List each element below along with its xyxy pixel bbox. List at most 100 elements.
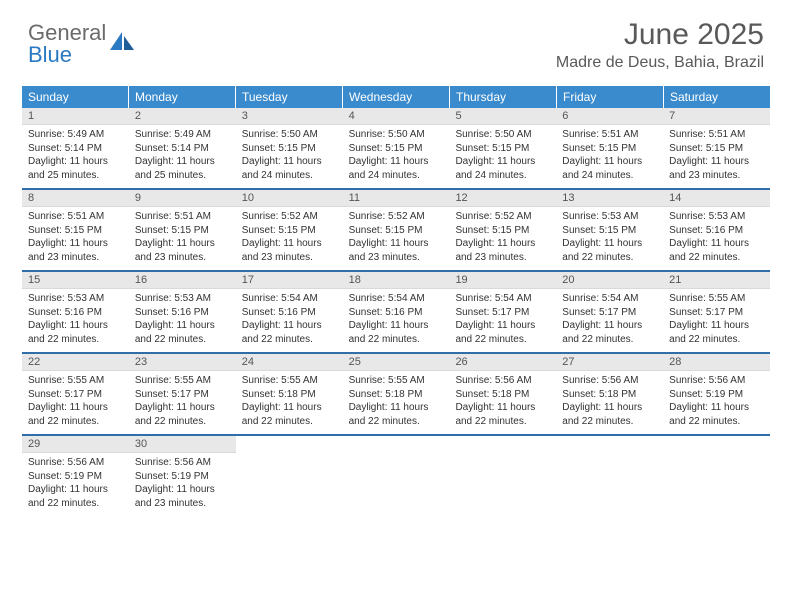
sunrise-line: Sunrise: 5:53 AM (669, 210, 764, 224)
daylight-line: Daylight: 11 hours and 23 minutes. (135, 483, 230, 510)
calendar-cell: 24Sunrise: 5:55 AMSunset: 5:18 PMDayligh… (236, 354, 343, 434)
sunset-line: Sunset: 5:16 PM (28, 306, 123, 320)
day-details: Sunrise: 5:50 AMSunset: 5:15 PMDaylight:… (449, 125, 556, 182)
day-number: 19 (449, 272, 556, 289)
sunrise-line: Sunrise: 5:56 AM (28, 456, 123, 470)
sunrise-line: Sunrise: 5:49 AM (28, 128, 123, 142)
sunrise-line: Sunrise: 5:49 AM (135, 128, 230, 142)
day-details: Sunrise: 5:51 AMSunset: 5:15 PMDaylight:… (663, 125, 770, 182)
calendar-week: 22Sunrise: 5:55 AMSunset: 5:17 PMDayligh… (22, 354, 770, 436)
calendar-cell: 9Sunrise: 5:51 AMSunset: 5:15 PMDaylight… (129, 190, 236, 270)
calendar-cell: 22Sunrise: 5:55 AMSunset: 5:17 PMDayligh… (22, 354, 129, 434)
daylight-line: Daylight: 11 hours and 23 minutes. (455, 237, 550, 264)
calendar-cell: 6Sunrise: 5:51 AMSunset: 5:15 PMDaylight… (556, 108, 663, 188)
calendar-week: 15Sunrise: 5:53 AMSunset: 5:16 PMDayligh… (22, 272, 770, 354)
weekday-header: Thursday (450, 86, 557, 108)
sunset-line: Sunset: 5:18 PM (349, 388, 444, 402)
day-details: Sunrise: 5:56 AMSunset: 5:18 PMDaylight:… (449, 371, 556, 428)
calendar-cell: 20Sunrise: 5:54 AMSunset: 5:17 PMDayligh… (556, 272, 663, 352)
day-details: Sunrise: 5:52 AMSunset: 5:15 PMDaylight:… (236, 207, 343, 264)
calendar-cell: 29Sunrise: 5:56 AMSunset: 5:19 PMDayligh… (22, 436, 129, 516)
calendar-week: 29Sunrise: 5:56 AMSunset: 5:19 PMDayligh… (22, 436, 770, 516)
calendar-week: 1Sunrise: 5:49 AMSunset: 5:14 PMDaylight… (22, 108, 770, 190)
location-text: Madre de Deus, Bahia, Brazil (556, 54, 764, 72)
calendar-cell: . (449, 436, 556, 516)
day-details: Sunrise: 5:54 AMSunset: 5:17 PMDaylight:… (449, 289, 556, 346)
sunset-line: Sunset: 5:16 PM (669, 224, 764, 238)
sunset-line: Sunset: 5:15 PM (28, 224, 123, 238)
sunrise-line: Sunrise: 5:53 AM (562, 210, 657, 224)
day-number: 2 (129, 108, 236, 125)
day-details: Sunrise: 5:53 AMSunset: 5:15 PMDaylight:… (556, 207, 663, 264)
sunset-line: Sunset: 5:15 PM (562, 142, 657, 156)
sunset-line: Sunset: 5:15 PM (135, 224, 230, 238)
day-details: Sunrise: 5:55 AMSunset: 5:18 PMDaylight:… (343, 371, 450, 428)
daylight-line: Daylight: 11 hours and 23 minutes. (669, 155, 764, 182)
calendar-week: 8Sunrise: 5:51 AMSunset: 5:15 PMDaylight… (22, 190, 770, 272)
sunset-line: Sunset: 5:18 PM (455, 388, 550, 402)
sunset-line: Sunset: 5:15 PM (242, 224, 337, 238)
sunset-line: Sunset: 5:18 PM (562, 388, 657, 402)
day-number: 5 (449, 108, 556, 125)
sunrise-line: Sunrise: 5:51 AM (28, 210, 123, 224)
sunset-line: Sunset: 5:15 PM (242, 142, 337, 156)
day-details: Sunrise: 5:54 AMSunset: 5:17 PMDaylight:… (556, 289, 663, 346)
calendar: SundayMondayTuesdayWednesdayThursdayFrid… (22, 86, 770, 516)
calendar-cell: 8Sunrise: 5:51 AMSunset: 5:15 PMDaylight… (22, 190, 129, 270)
sunset-line: Sunset: 5:15 PM (455, 142, 550, 156)
daylight-line: Daylight: 11 hours and 22 minutes. (562, 237, 657, 264)
sunrise-line: Sunrise: 5:54 AM (562, 292, 657, 306)
sunset-line: Sunset: 5:15 PM (562, 224, 657, 238)
sunset-line: Sunset: 5:15 PM (669, 142, 764, 156)
weekday-header: Wednesday (343, 86, 450, 108)
day-number: 22 (22, 354, 129, 371)
calendar-cell: . (556, 436, 663, 516)
day-details: Sunrise: 5:55 AMSunset: 5:17 PMDaylight:… (22, 371, 129, 428)
sunrise-line: Sunrise: 5:54 AM (242, 292, 337, 306)
sunrise-line: Sunrise: 5:51 AM (669, 128, 764, 142)
sunrise-line: Sunrise: 5:56 AM (135, 456, 230, 470)
weekday-header: Monday (129, 86, 236, 108)
day-number: 26 (449, 354, 556, 371)
daylight-line: Daylight: 11 hours and 23 minutes. (349, 237, 444, 264)
calendar-cell: 12 Sunrise: 5:52 AMSunset: 5:15 PMDayligh… (449, 190, 556, 270)
calendar-cell: 16Sunrise: 5:53 AMSunset: 5:16 PMDayligh… (129, 272, 236, 352)
page-header: General Blue June 2025 Madre de Deus, Ba… (0, 0, 792, 80)
weekday-header: Saturday (664, 86, 770, 108)
sunset-line: Sunset: 5:17 PM (135, 388, 230, 402)
calendar-cell: 3Sunrise: 5:50 AMSunset: 5:15 PMDaylight… (236, 108, 343, 188)
calendar-cell: . (343, 436, 450, 516)
weekday-header: Sunday (22, 86, 129, 108)
calendar-cell: 4Sunrise: 5:50 AMSunset: 5:15 PMDaylight… (343, 108, 450, 188)
sunrise-line: Sunrise: 5:55 AM (349, 374, 444, 388)
sunset-line: Sunset: 5:16 PM (349, 306, 444, 320)
calendar-cell: 10Sunrise: 5:52 AMSunset: 5:15 PMDayligh… (236, 190, 343, 270)
sunset-line: Sunset: 5:17 PM (562, 306, 657, 320)
daylight-line: Daylight: 11 hours and 23 minutes. (28, 237, 123, 264)
sunset-line: Sunset: 5:14 PM (135, 142, 230, 156)
day-number: 28 (663, 354, 770, 371)
day-number: 30 (129, 436, 236, 453)
day-details: Sunrise: 5:49 AMSunset: 5:14 PMDaylight:… (129, 125, 236, 182)
sunrise-line: Sunrise: 5:50 AM (349, 128, 444, 142)
sunrise-line: Sunrise: 5:55 AM (135, 374, 230, 388)
daylight-line: Daylight: 11 hours and 25 minutes. (135, 155, 230, 182)
day-details: Sunrise: 5:50 AMSunset: 5:15 PMDaylight:… (343, 125, 450, 182)
calendar-cell: 28Sunrise: 5:56 AMSunset: 5:19 PMDayligh… (663, 354, 770, 434)
calendar-cell: 2Sunrise: 5:49 AMSunset: 5:14 PMDaylight… (129, 108, 236, 188)
sunrise-line: Sunrise: 5:51 AM (135, 210, 230, 224)
sunset-line: Sunset: 5:15 PM (455, 224, 550, 238)
sunset-line: Sunset: 5:19 PM (135, 470, 230, 484)
sunrise-line: Sunrise: 5:56 AM (669, 374, 764, 388)
sunrise-line: Sunrise: 5:55 AM (28, 374, 123, 388)
sunrise-line: Sunrise: 5:52 AM (455, 210, 550, 224)
daylight-line: Daylight: 11 hours and 22 minutes. (455, 401, 550, 428)
sunset-line: Sunset: 5:17 PM (28, 388, 123, 402)
day-number: 12 (449, 190, 556, 207)
sunrise-line: Sunrise: 5:56 AM (455, 374, 550, 388)
sunrise-line: Sunrise: 5:50 AM (455, 128, 550, 142)
sunset-line: Sunset: 5:17 PM (455, 306, 550, 320)
day-details: Sunrise: 5:56 AMSunset: 5:19 PMDaylight:… (129, 453, 236, 510)
calendar-cell: 21Sunrise: 5:55 AMSunset: 5:17 PMDayligh… (663, 272, 770, 352)
day-number: 4 (343, 108, 450, 125)
